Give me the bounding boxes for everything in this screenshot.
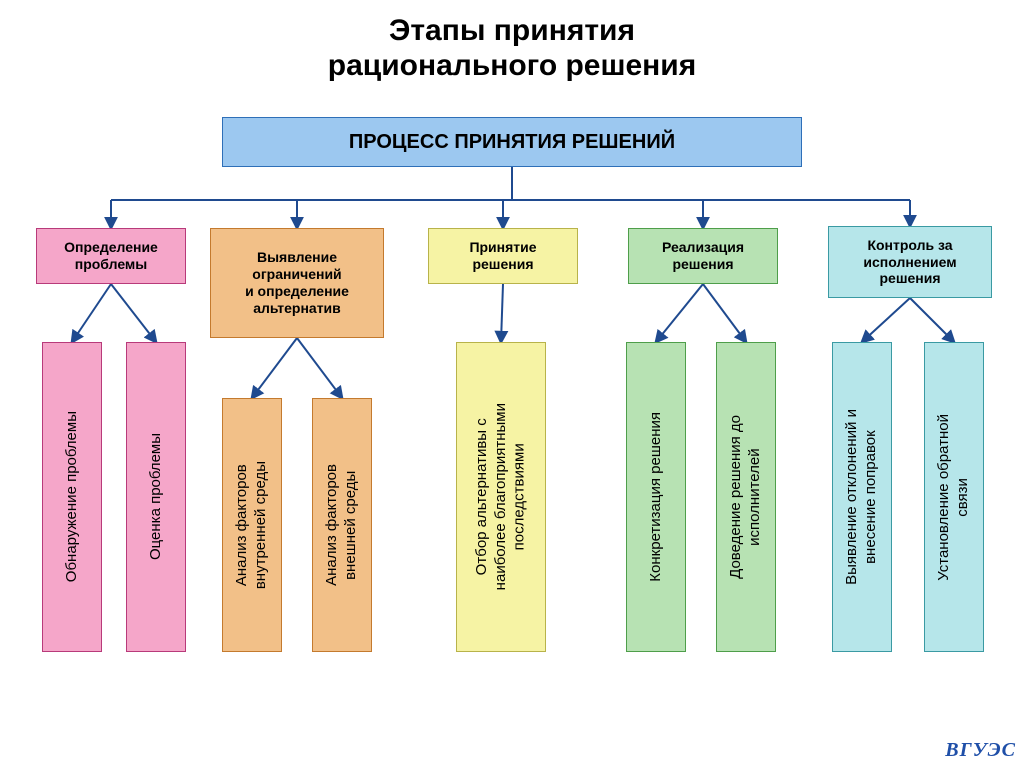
stage-box-s3: Принятие решения xyxy=(428,228,578,284)
page-title: Этапы принятия рационального решения xyxy=(0,0,1024,83)
leaf-box-7: Выявление отклонений и внесение поправок xyxy=(832,342,892,652)
leaf-box-3: Анализ факторов внешней среды xyxy=(312,398,372,652)
leaf-label: Установление обратной связи xyxy=(935,414,973,581)
leaf-label: Анализ факторов внешней среды xyxy=(323,464,361,586)
root-process-box: ПРОЦЕСС ПРИНЯТИЯ РЕШЕНИЙ xyxy=(222,117,802,167)
leaf-label: Конкретизация решения xyxy=(647,412,666,582)
leaf-box-2: Анализ факторов внутренней среды xyxy=(222,398,282,652)
stage-box-s5: Контроль за исполнением решения xyxy=(828,226,992,298)
stage-box-s4: Реализация решения xyxy=(628,228,778,284)
stage-box-s1: Определение проблемы xyxy=(36,228,186,284)
leaf-label: Отбор альтернативы с наиболее благоприят… xyxy=(473,403,529,590)
leaf-box-5: Конкретизация решения xyxy=(626,342,686,652)
leaf-label: Доведение решения до исполнителей xyxy=(727,415,765,579)
leaf-box-8: Установление обратной связи xyxy=(924,342,984,652)
leaf-label: Выявление отклонений и внесение поправок xyxy=(843,409,881,585)
leaf-box-1: Оценка проблемы xyxy=(126,342,186,652)
root-process-label: ПРОЦЕСС ПРИНЯТИЯ РЕШЕНИЙ xyxy=(349,131,675,154)
leaf-box-4: Отбор альтернативы с наиболее благоприят… xyxy=(456,342,546,652)
leaf-label: Анализ факторов внутренней среды xyxy=(233,461,271,589)
leaf-label: Оценка проблемы xyxy=(147,433,166,560)
logo-text: ВГУЭС xyxy=(945,739,1016,762)
stage-box-s2: Выявление ограничений и определение альт… xyxy=(210,228,384,338)
leaf-box-0: Обнаружение проблемы xyxy=(42,342,102,652)
leaf-box-6: Доведение решения до исполнителей xyxy=(716,342,776,652)
leaf-label: Обнаружение проблемы xyxy=(63,411,82,582)
